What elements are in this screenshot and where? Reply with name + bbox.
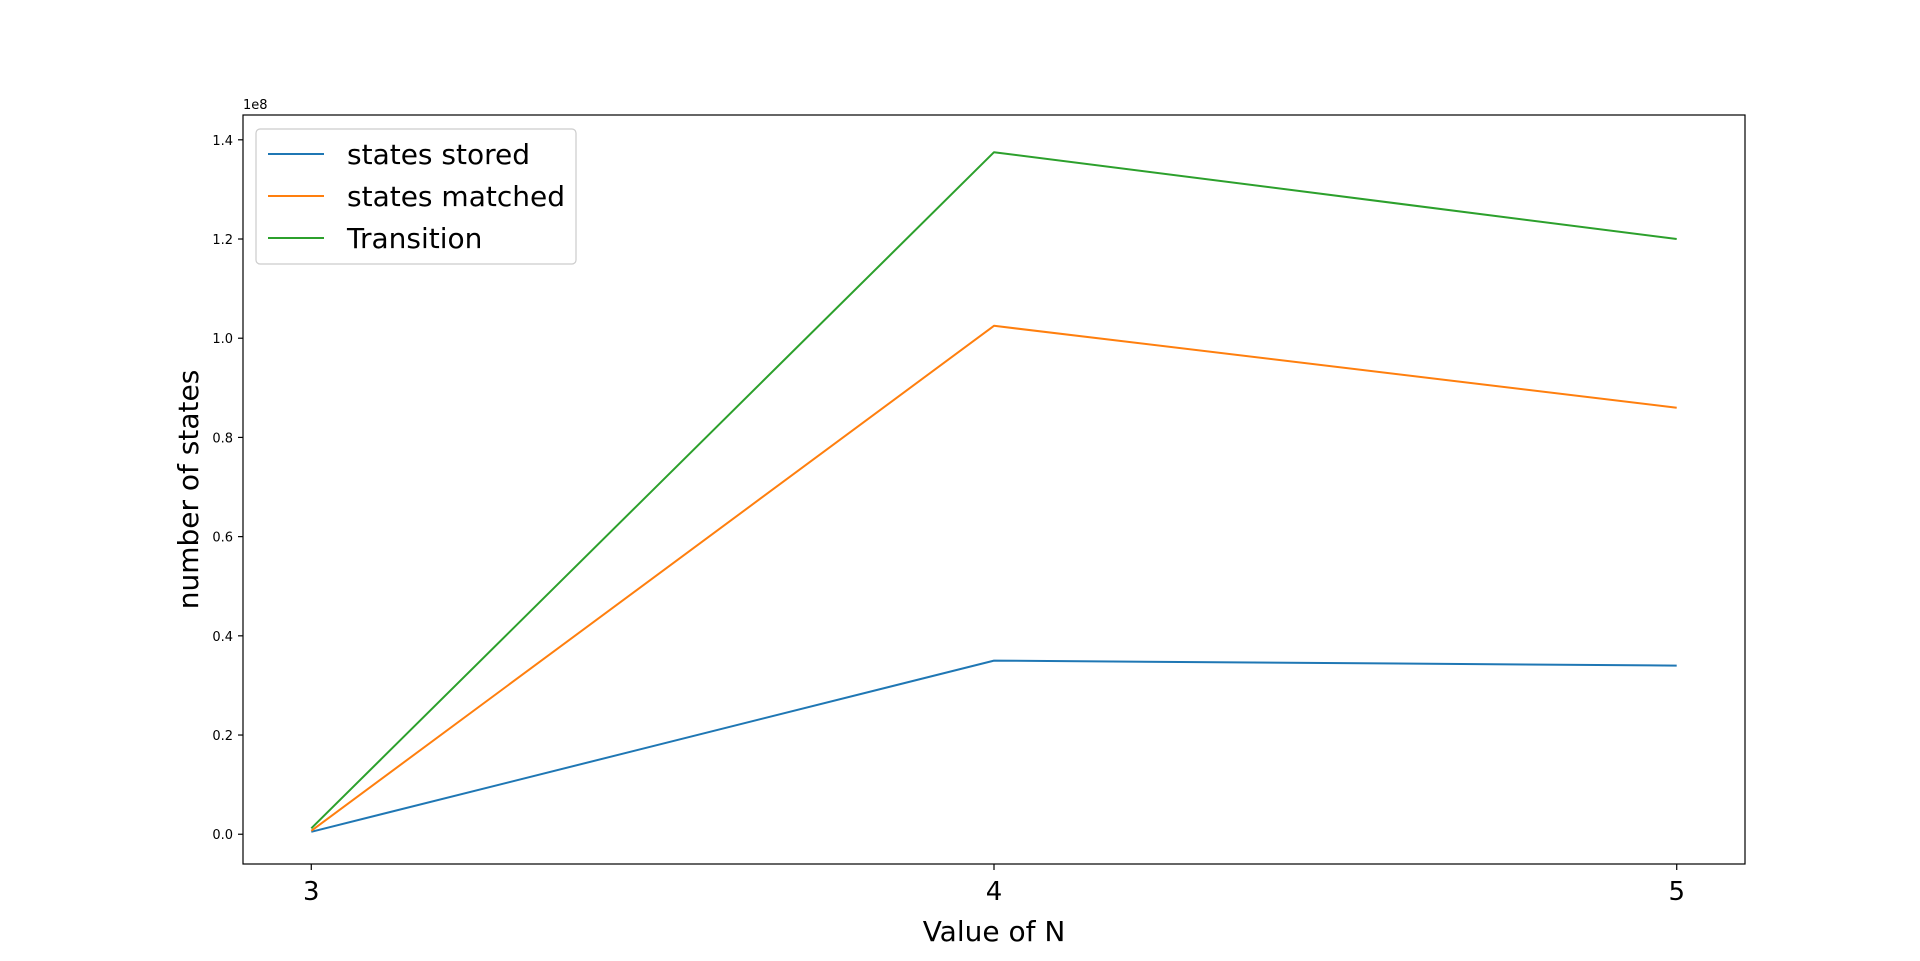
series-line-transition xyxy=(310,151,1677,830)
y-axis-label: number of states xyxy=(172,370,205,610)
series-layer xyxy=(310,151,1677,833)
y-tick-label: 1.0 xyxy=(212,332,233,347)
x-tick-label: 4 xyxy=(986,877,1003,907)
x-axis-label: Value of N xyxy=(923,915,1066,948)
x-tick-label: 3 xyxy=(303,877,320,907)
series-line-states-stored xyxy=(311,659,1677,833)
y-tick-label: 1.4 xyxy=(212,134,233,149)
y-tick-label: 0.8 xyxy=(212,431,233,446)
series-line-states-matched xyxy=(310,324,1677,832)
y-tick-label: 0.4 xyxy=(212,630,233,645)
y-axis-offset-text: 1e8 xyxy=(243,98,268,113)
y-tick-label: 0.0 xyxy=(212,828,233,843)
legend-label: Transition xyxy=(346,222,482,255)
legend-box xyxy=(255,128,577,265)
x-axis-ticks: 3 4 5 xyxy=(303,864,1685,907)
plot-frame xyxy=(242,114,1746,865)
y-axis-ticks: 0.0 0.2 0.4 0.6 0.8 1.0 1.2 1.4 xyxy=(212,134,243,843)
legend-label: states stored xyxy=(347,138,530,171)
y-tick-label: 0.6 xyxy=(212,531,233,546)
y-tick-label: 0.2 xyxy=(212,729,233,744)
x-tick-label: 5 xyxy=(1668,877,1685,907)
y-tick-label: 1.2 xyxy=(212,233,233,248)
legend: states stored states matched Transition xyxy=(255,128,577,265)
legend-label: states matched xyxy=(347,180,565,213)
